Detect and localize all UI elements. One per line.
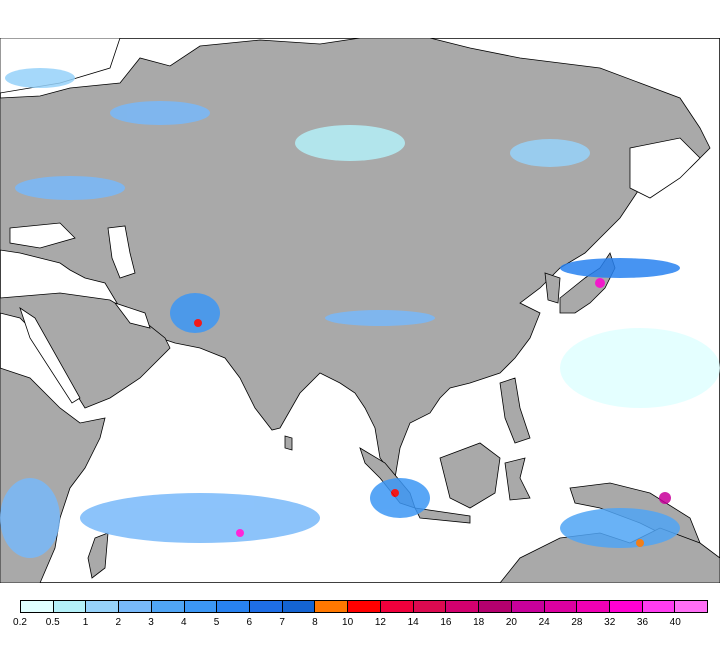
colorbar-swatch xyxy=(609,601,643,612)
korea xyxy=(544,272,561,304)
madagascar xyxy=(87,532,109,579)
colorbar-label: 24 xyxy=(538,617,550,628)
colorbar-swatch xyxy=(119,601,152,612)
water-bodies xyxy=(0,38,701,404)
colorbar-label: 8 xyxy=(312,617,318,628)
precipitation-map xyxy=(0,38,720,583)
sri-lanka xyxy=(284,435,293,451)
colorbar-label: 28 xyxy=(571,617,583,628)
sea-of-okhotsk xyxy=(629,137,701,199)
sulawesi xyxy=(504,457,531,501)
colorbar-swatch xyxy=(413,601,447,612)
colorbar-label: 3 xyxy=(148,617,154,628)
colorbar-label: 0.2 xyxy=(13,617,27,628)
caspian-sea xyxy=(107,225,136,279)
colorbar-label: 32 xyxy=(604,617,616,628)
colorbar-label: 1 xyxy=(82,617,89,628)
precipitation-patches xyxy=(0,68,720,558)
colorbar-label: 16 xyxy=(440,617,452,628)
colorbar-label: 36 xyxy=(636,617,649,628)
colorbar-swatch xyxy=(446,601,480,612)
colorbar-label: 14 xyxy=(407,617,419,628)
colorbar-swatch xyxy=(86,601,120,612)
colorbar-label: 0.5 xyxy=(45,617,60,628)
colorbar-swatch xyxy=(21,601,54,612)
colorbar-swatch xyxy=(642,601,676,612)
colorbar-label: 2 xyxy=(115,617,122,628)
colorbar-swatch xyxy=(380,601,414,612)
colorbar-label: 40 xyxy=(669,617,681,628)
colorbar xyxy=(20,600,708,613)
colorbar-label: 4 xyxy=(181,617,187,628)
colorbar-swatch xyxy=(675,601,708,612)
philippines xyxy=(499,377,531,444)
colorbar-swatch xyxy=(250,601,283,612)
colorbar-swatch xyxy=(282,601,316,612)
colorbar-swatch xyxy=(479,601,512,612)
colorbar-swatch xyxy=(544,601,578,612)
red-sea xyxy=(19,307,81,404)
colorbar-label: 18 xyxy=(473,617,485,628)
colorbar-swatch xyxy=(151,601,185,612)
colorbar-swatch xyxy=(53,601,87,612)
colorbar-swatch xyxy=(315,601,349,612)
colorbar-swatch xyxy=(511,601,545,612)
colorbar-labels: 0.2 0.5 1 2 3 4 5 6 7 8 10 12 14 16 18 20 24 28 32 36 40 xyxy=(0,617,720,631)
colorbar-label: 20 xyxy=(505,617,517,628)
colorbar-label: 6 xyxy=(246,617,253,628)
colorbar-swatch xyxy=(184,601,218,612)
colorbar-label: 10 xyxy=(342,617,354,628)
colorbar-label: 5 xyxy=(213,617,220,628)
persian-gulf xyxy=(113,302,151,329)
colorbar-swatch xyxy=(217,601,251,612)
java xyxy=(414,507,471,524)
colorbar-swatch xyxy=(348,601,381,612)
colorbar-label: 12 xyxy=(374,617,386,628)
black-sea xyxy=(9,222,76,249)
borneo xyxy=(439,442,501,509)
colorbar-label: 7 xyxy=(279,617,285,628)
colorbar-swatch xyxy=(577,601,610,612)
